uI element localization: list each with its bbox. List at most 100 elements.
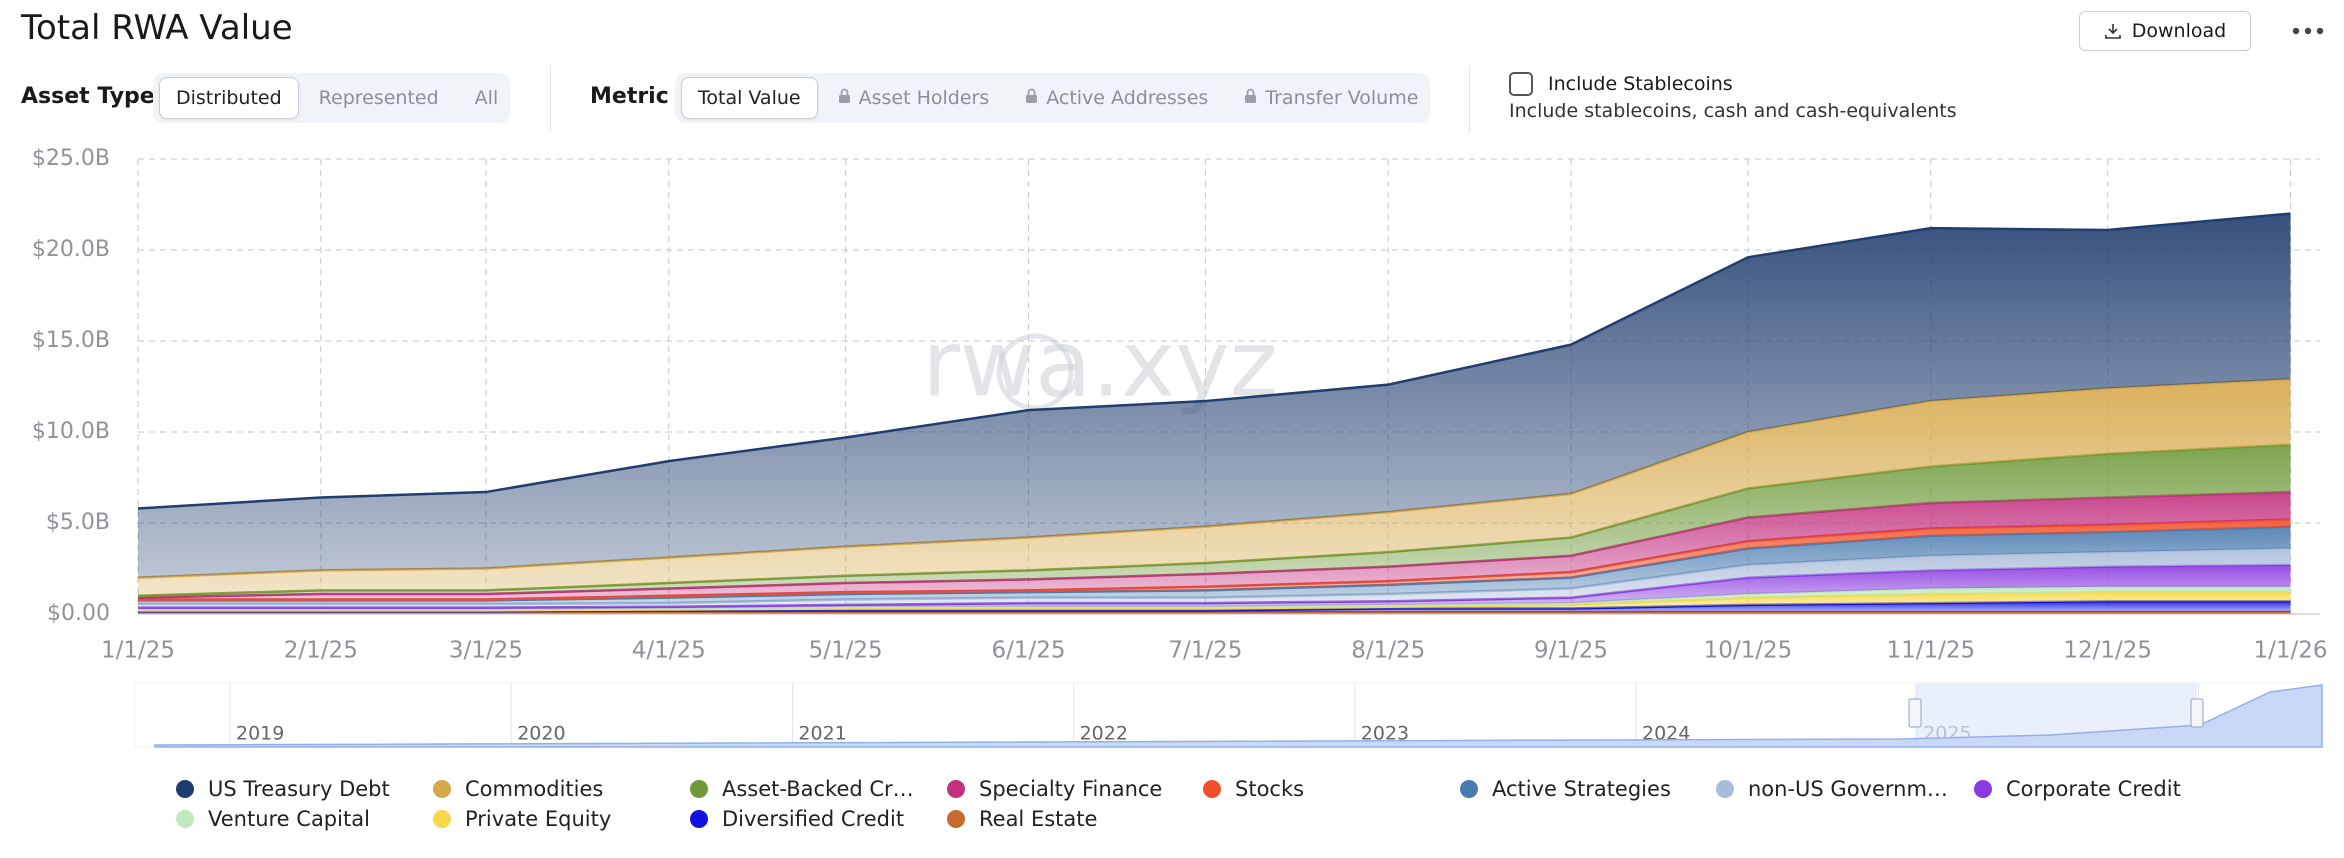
y-tick-label: $5.0B: [46, 510, 110, 535]
x-tick-label: 8/1/25: [1351, 638, 1425, 664]
navigator-year: 2023: [1361, 723, 1409, 745]
legend-item[interactable]: Corporate Credit: [1974, 777, 2181, 801]
legend-swatch: [1716, 780, 1734, 798]
y-tick-label: $10.0B: [32, 419, 110, 444]
navigator-year: 2021: [798, 723, 846, 745]
legend-swatch: [1974, 780, 1992, 798]
legend-item[interactable]: Asset-Backed Cr…: [690, 777, 914, 801]
x-tick-label: 1/1/25: [101, 638, 175, 664]
y-tick-label: $0.00: [47, 601, 110, 626]
legend-swatch: [1203, 780, 1221, 798]
area: [138, 548, 2291, 608]
legend-item[interactable]: Specialty Finance: [947, 777, 1162, 801]
legend-label: US Treasury Debt: [208, 777, 390, 801]
divider: [1469, 66, 1470, 132]
legend-swatch: [947, 780, 965, 798]
navigator-year: 2019: [236, 723, 284, 745]
metric-toggle: Total Value Asset Holders Active Addresses…: [675, 73, 1430, 123]
stablecoins-label: Include Stablecoins: [1548, 73, 1733, 95]
download-label: Download: [2131, 20, 2227, 42]
toggle-option[interactable]: Transfer Volume: [1228, 78, 1434, 118]
toggle-label: Total Value: [698, 87, 801, 109]
legend-item[interactable]: Stocks: [1203, 777, 1304, 801]
x-tick-label: 3/1/25: [449, 638, 523, 664]
legend-swatch: [690, 780, 708, 798]
legend-swatch: [947, 810, 965, 828]
divider: [550, 66, 551, 132]
navigator-handle[interactable]: [2190, 698, 2204, 728]
legend-label: Private Equity: [465, 807, 611, 831]
x-tick-label: 4/1/25: [632, 638, 706, 664]
more-menu[interactable]: [2290, 20, 2326, 42]
legend-swatch: [1460, 780, 1478, 798]
x-tick-label: 9/1/25: [1534, 638, 1608, 664]
legend-item[interactable]: Commodities: [433, 777, 603, 801]
legend-item[interactable]: non-US Governm…: [1716, 777, 1948, 801]
toggle-option[interactable]: Represented: [303, 78, 455, 118]
stablecoins-checkbox[interactable]: [1509, 72, 1533, 96]
area: [138, 213, 2291, 578]
legend-label: Real Estate: [979, 807, 1097, 831]
navigator-year: 2020: [517, 723, 565, 745]
toggle-label: Represented: [318, 87, 439, 109]
legend-item[interactable]: Active Strategies: [1460, 777, 1671, 801]
navigator-handle[interactable]: [1908, 698, 1922, 728]
asset-type-label: Asset Type: [21, 84, 155, 109]
download-icon: [2104, 24, 2121, 39]
toggle-label: Active Addresses: [1046, 87, 1209, 109]
legend-label: Stocks: [1235, 777, 1304, 801]
area-edge: [137, 212, 2291, 510]
legend-item[interactable]: Venture Capital: [176, 807, 370, 831]
area: [138, 519, 2291, 601]
watermark-globe: [996, 333, 1074, 411]
legend-label: Venture Capital: [208, 807, 370, 831]
navigator-year: 2022: [1080, 723, 1128, 745]
legend-item[interactable]: Private Equity: [433, 807, 611, 831]
toggle-option[interactable]: All: [459, 78, 515, 118]
page-title: Total RWA Value: [21, 8, 293, 48]
toggle-label: All: [474, 87, 499, 109]
x-tick-label: 11/1/25: [1886, 638, 1975, 664]
toggle-label: Transfer Volume: [1265, 87, 1419, 109]
y-tick-label: $15.0B: [32, 328, 110, 353]
toggle-option[interactable]: Asset Holders: [822, 78, 1006, 118]
x-tick-label: 12/1/25: [2063, 638, 2152, 664]
toggle-label: Distributed: [176, 87, 282, 109]
metric-label: Metric: [590, 84, 669, 109]
x-tick-label: 2/1/25: [284, 638, 358, 664]
area: [138, 592, 2291, 612]
area: [138, 526, 2291, 604]
download-button[interactable]: Download: [2079, 11, 2251, 51]
x-tick-label: 10/1/25: [1704, 638, 1793, 664]
legend-item[interactable]: US Treasury Debt: [176, 777, 390, 801]
area: [138, 586, 2291, 611]
legend-label: Specialty Finance: [979, 777, 1162, 801]
legend-item[interactable]: Diversified Credit: [690, 807, 904, 831]
lock-icon: [1025, 87, 1038, 109]
legend-label: Active Strategies: [1492, 777, 1671, 801]
legend-label: Asset-Backed Cr…: [722, 777, 914, 801]
legend-swatch: [433, 810, 451, 828]
x-tick-label: 6/1/25: [991, 638, 1065, 664]
legend-label: Corporate Credit: [2006, 777, 2181, 801]
area: [138, 492, 2291, 600]
legend-swatch: [433, 780, 451, 798]
x-tick-label: 7/1/25: [1168, 638, 1242, 664]
y-tick-label: $25.0B: [32, 146, 110, 171]
toggle-option[interactable]: Total Value: [681, 77, 818, 119]
toggle-option[interactable]: Active Addresses: [1009, 78, 1224, 118]
x-tick-label: 1/1/26: [2253, 638, 2327, 664]
areas: [137, 212, 2291, 614]
asset-type-toggle: Distributed Represented All: [153, 73, 510, 123]
toggle-option[interactable]: Distributed: [159, 77, 299, 119]
x-tick-label: 5/1/25: [809, 638, 883, 664]
legend-swatch: [176, 810, 194, 828]
lock-icon: [838, 87, 851, 109]
legend-swatch: [690, 810, 708, 828]
legend-item[interactable]: Real Estate: [947, 807, 1097, 831]
ticks: $0.00 $5.0B $10.0B $15.0B $20.0B $25.0B 1/1/25…: [32, 146, 2328, 664]
area: [138, 444, 2291, 598]
y-tick-label: $20.0B: [32, 237, 110, 262]
chart: rwa.xyz$0.00$5.0B$10.0B$15.0B$20.0B$25.0…: [32, 146, 2328, 831]
legend-label: non-US Governm…: [1748, 777, 1948, 801]
